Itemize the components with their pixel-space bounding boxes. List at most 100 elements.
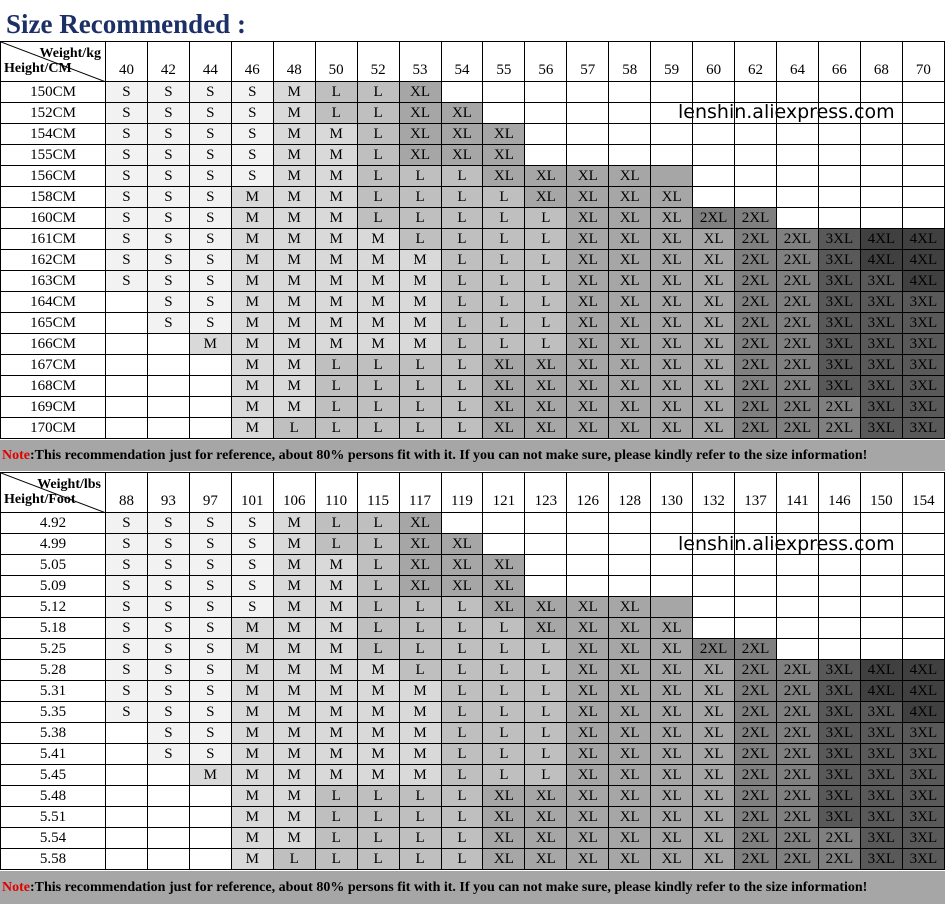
size-cell: XL <box>398 144 442 166</box>
size-cell <box>440 512 484 534</box>
size-cell: XL <box>566 249 610 271</box>
size-cell: M <box>314 575 358 597</box>
weight-header: 66 <box>817 41 861 82</box>
size-cell: XL <box>566 743 610 765</box>
size-cell: L <box>524 333 568 355</box>
size-cell <box>566 144 610 166</box>
size-cell <box>188 354 232 376</box>
size-cell: M <box>230 207 274 229</box>
size-cell: XL <box>398 533 442 555</box>
size-cell: L <box>524 701 568 723</box>
table-row: 5.12 S S S S M M L L L XL XL XL XL <box>0 596 945 618</box>
size-cell <box>692 617 736 639</box>
size-cell <box>482 81 526 103</box>
size-cell: L <box>356 512 400 534</box>
size-cell: 2XL <box>734 333 777 355</box>
size-cell: XL <box>608 228 652 250</box>
size-cell: M <box>272 617 316 639</box>
size-cell: 3XL <box>859 806 903 828</box>
size-cell <box>650 596 694 618</box>
size-cell: L <box>440 680 484 702</box>
size-cell <box>734 123 777 145</box>
size-cell: XL <box>482 375 526 397</box>
size-cell: 4XL <box>901 270 945 292</box>
size-cell: M <box>272 270 316 292</box>
size-cell: 3XL <box>859 354 903 376</box>
size-cell <box>524 81 568 103</box>
table-row: 165CM S S M M M M M L L L XL XL XL XL 2XL 2XL 3XL 3XL 3XL <box>0 312 945 334</box>
size-cell: XL <box>398 81 442 103</box>
size-cell: 4XL <box>901 680 945 702</box>
size-cell <box>146 764 190 786</box>
size-cell: XL <box>608 270 652 292</box>
size-cell: 2XL <box>734 806 777 828</box>
height-cell: 155CM <box>0 144 106 166</box>
weight-header: 54 <box>440 41 484 82</box>
size-cell <box>482 533 526 555</box>
size-cell: S <box>230 512 274 534</box>
size-cell: XL <box>398 512 442 534</box>
height-cell: 156CM <box>0 165 106 187</box>
size-cell: M <box>314 270 358 292</box>
size-cell: L <box>440 827 484 849</box>
size-cell: L <box>524 764 568 786</box>
size-cell <box>482 512 526 534</box>
size-cell: XL <box>608 701 652 723</box>
size-cell: XL <box>650 659 694 681</box>
size-cell: 2XL <box>734 270 777 292</box>
size-cell: L <box>398 186 442 208</box>
height-cell: 5.25 <box>0 638 106 660</box>
size-cell: XL <box>692 659 736 681</box>
size-cell: 2XL <box>734 701 777 723</box>
size-cell <box>859 123 903 145</box>
height-cell: 5.38 <box>0 722 106 744</box>
size-cell: M <box>230 638 274 660</box>
weight-header: 60 <box>692 41 736 82</box>
size-cell: M <box>272 827 316 849</box>
size-cell: XL <box>524 827 568 849</box>
size-cell: M <box>398 743 442 765</box>
size-cell: XL <box>398 102 442 124</box>
size-cell: L <box>440 333 484 355</box>
size-cell: 2XL <box>776 743 819 765</box>
table-row: 5.48 M M L L L L XL XL XL XL XL XL 2XL 2XL 3XL 3XL 3XL <box>0 785 945 807</box>
size-cell: 2XL <box>776 333 819 355</box>
size-cell: M <box>230 228 274 250</box>
size-cell: 2XL <box>734 396 777 418</box>
header-row: Weight/kg Height/CM 40 42 44 46 48 50 52 53 54 55 56… <box>0 41 945 82</box>
size-cell: M <box>272 512 316 534</box>
size-cell <box>188 806 232 828</box>
corner-header: Weight/kg Height/CM <box>0 41 106 82</box>
size-cell <box>105 827 148 849</box>
size-cell: 4XL <box>901 228 945 250</box>
size-cell: XL <box>650 848 694 870</box>
size-cell: S <box>188 596 232 618</box>
size-cell <box>650 81 694 103</box>
size-cell: S <box>105 512 148 534</box>
weight-header: 117 <box>398 472 442 513</box>
size-cell: M <box>272 102 316 124</box>
size-cell: S <box>105 186 148 208</box>
size-cell: S <box>146 722 190 744</box>
size-cell <box>776 186 819 208</box>
size-cell: M <box>272 743 316 765</box>
weight-header: 119 <box>440 472 484 513</box>
size-cell: 3XL <box>901 764 945 786</box>
size-cell <box>901 207 945 229</box>
size-cell: M <box>314 701 358 723</box>
size-cell: M <box>314 554 358 576</box>
note-label: Note <box>2 448 30 463</box>
size-cell: S <box>146 186 190 208</box>
size-cell: M <box>272 354 316 376</box>
size-cell: M <box>272 596 316 618</box>
size-cell <box>692 512 736 534</box>
size-cell: S <box>188 533 232 555</box>
size-cell: L <box>398 165 442 187</box>
size-cell: S <box>188 312 232 334</box>
size-cell: M <box>272 701 316 723</box>
table-row: 154CM S S S S M M L XL XL XL <box>0 123 945 145</box>
size-cell: XL <box>692 848 736 870</box>
size-cell: 2XL <box>776 354 819 376</box>
size-cell <box>650 554 694 576</box>
size-cell <box>650 123 694 145</box>
